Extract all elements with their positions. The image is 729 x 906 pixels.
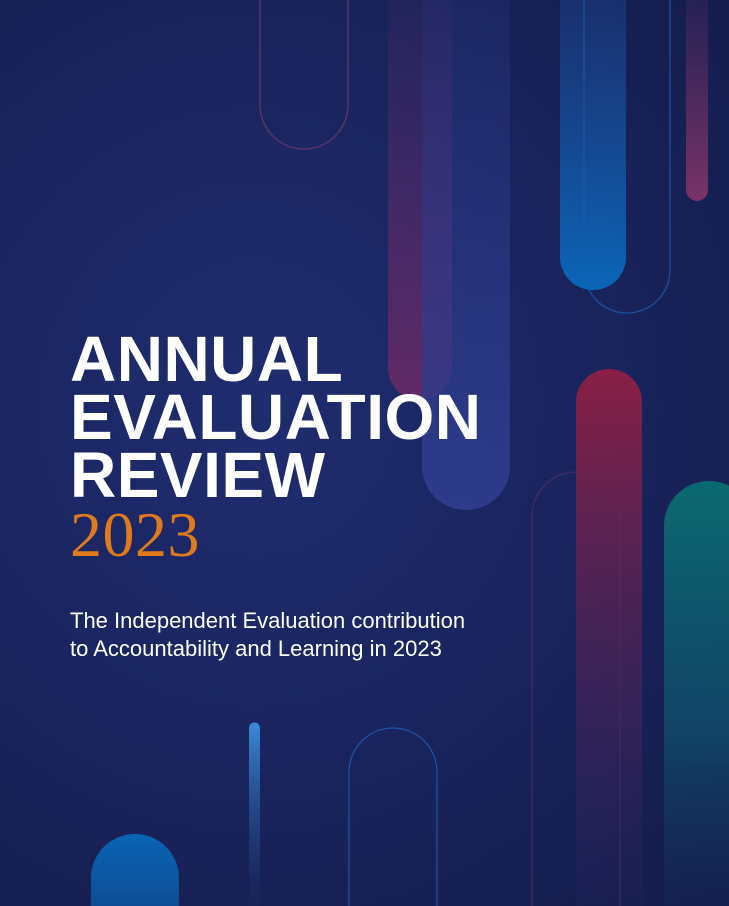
report-subtitle: The Independent Evaluation contribution … — [70, 607, 590, 663]
subtitle-line-1: The Independent Evaluation contribution — [70, 608, 466, 633]
report-title: ANNUAL EVALUATION REVIEW — [70, 323, 590, 511]
title-line-1: ANNUAL — [70, 323, 344, 395]
report-year: 2023 — [70, 499, 200, 570]
title-line-2: EVALUATION — [70, 381, 482, 453]
subtitle-line-2: to Accountability and Learning in 2023 — [70, 636, 442, 661]
title-line-3: REVIEW — [70, 439, 326, 511]
